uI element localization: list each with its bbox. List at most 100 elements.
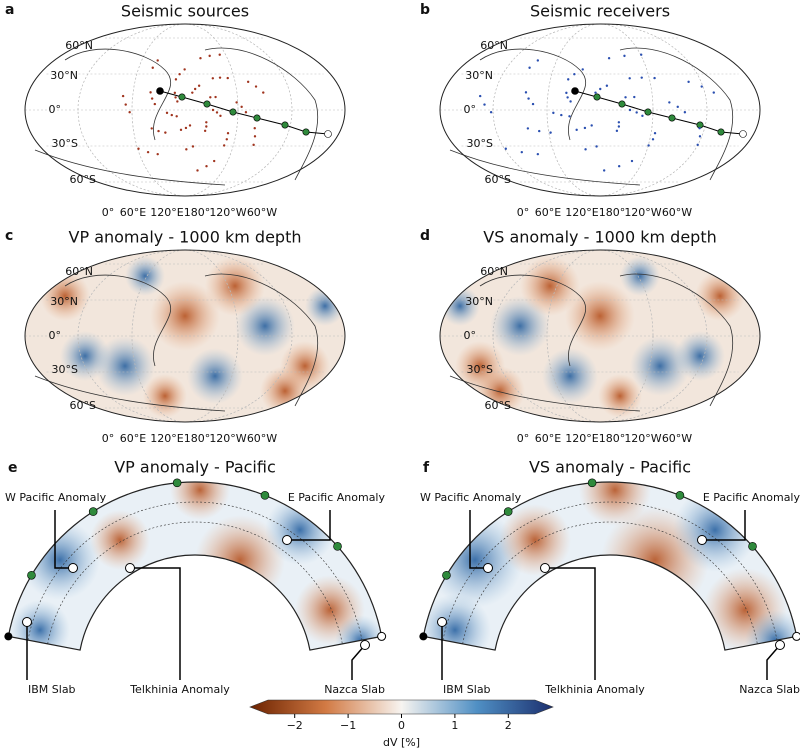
anomaly-blob [265, 495, 335, 565]
anomaly-blob [187, 348, 243, 404]
lat-label: 30°N [465, 69, 493, 82]
event-dot [552, 111, 555, 115]
event-dot [538, 129, 541, 133]
anomaly-marker [68, 563, 78, 573]
anomaly-blob [620, 256, 660, 296]
event-dot [153, 102, 157, 106]
event-dot [185, 148, 188, 151]
lat-label: 0° [49, 103, 62, 116]
event-dot [226, 76, 229, 80]
source [4, 632, 13, 641]
panel-letter: b [420, 2, 430, 18]
lon-label: 120°E [150, 206, 183, 219]
event-dot [176, 100, 179, 103]
event-dot [164, 131, 167, 134]
event-dot [128, 111, 131, 114]
lon-label: 180° [599, 432, 626, 445]
panel-letter: f [423, 460, 430, 476]
event-dot [573, 73, 576, 76]
leader-line [766, 644, 781, 680]
event-dot [698, 135, 702, 138]
map-panel: a Seismic sources 60°N 30°N 0° 30°S 60°S 0° 60°E… [5, 2, 346, 219]
map-outline [439, 249, 761, 423]
event-dot [565, 91, 568, 95]
ray-path [159, 90, 329, 135]
event-dot [478, 94, 482, 98]
lat-label: 60°S [485, 399, 511, 412]
event-dot [599, 87, 602, 91]
graticule [546, 23, 654, 197]
anomaly-blob [579, 481, 651, 526]
event-dot [170, 113, 173, 117]
station [593, 93, 601, 101]
graticule [131, 249, 239, 423]
event-dot [225, 138, 228, 141]
ray-path [574, 90, 744, 135]
event-dot [205, 125, 208, 128]
annotation: Telkhinia Anomaly [129, 683, 230, 696]
event-dot [617, 164, 621, 168]
colorbar-label: dV [%] [383, 736, 420, 748]
station [503, 507, 513, 516]
anomaly-blob [170, 481, 230, 520]
panel-letter: c [5, 228, 13, 244]
graticule [77, 23, 293, 197]
event-dot [696, 143, 699, 147]
event-dot [222, 144, 226, 147]
map-panel: d VS anomaly - 1000 km depth 60°N 30°N 0° 30°… [420, 228, 761, 445]
event-dot [253, 135, 257, 138]
depth-contour [47, 521, 343, 644]
event-dot [668, 101, 671, 104]
lat-label: 30°S [52, 137, 78, 150]
station [717, 128, 725, 136]
event-dot [205, 121, 208, 124]
event-dot [615, 129, 619, 133]
lon-label: 120°W [209, 206, 246, 219]
anomaly-marker [22, 617, 32, 627]
event-dot [647, 144, 650, 147]
lat-label: 60°N [65, 265, 93, 278]
event-dot [219, 114, 222, 118]
event-dot [193, 87, 197, 91]
panel-letter: d [420, 228, 430, 244]
station [203, 100, 211, 108]
anomaly-blob [423, 594, 491, 651]
event-dot [531, 102, 535, 106]
annotation: IBM Slab [443, 683, 491, 696]
annotation: Nazca Slab [324, 683, 385, 696]
event-dot [146, 150, 150, 154]
anomaly-blob [499, 504, 571, 576]
map-panel: b Seismic receivers 60°N 30°N 0° 30°S 60°S 0° 60… [420, 2, 761, 219]
event-dot [218, 53, 221, 56]
event-dot [199, 56, 202, 60]
event-dot [651, 138, 655, 141]
anomaly-marker [282, 535, 292, 545]
lon-label: 60°E [120, 206, 146, 219]
lat-label: 60°S [485, 173, 511, 186]
panel-title: VS anomaly - Pacific [529, 458, 691, 477]
lat-label: 0° [464, 103, 477, 116]
event-dot [244, 111, 248, 114]
event-dot [520, 150, 523, 154]
lon-label: 0° [517, 432, 530, 445]
colorbar-tick-label: −1 [340, 719, 356, 732]
lon-label: 120°W [209, 432, 246, 445]
lat-label: 60°N [65, 39, 93, 52]
maps: a Seismic sources 60°N 30°N 0° 30°S 60°S 0° 60°E… [5, 2, 761, 445]
lat-label: 30°N [50, 295, 78, 308]
lat-label: 30°S [52, 363, 78, 376]
coastline [449, 47, 734, 186]
anomaly-marker [697, 535, 707, 545]
event-dot [262, 91, 265, 94]
colorbar-bar [249, 699, 554, 715]
event-dot [712, 91, 715, 94]
station [587, 478, 597, 488]
colorbar-tick-label: 0 [398, 719, 405, 732]
station [618, 100, 626, 108]
lon-label: 60°E [120, 432, 146, 445]
event-dot [183, 68, 186, 71]
event-dot [653, 76, 656, 80]
lon-label: 60°W [247, 206, 277, 219]
station [739, 130, 747, 138]
map-outline [439, 23, 761, 197]
